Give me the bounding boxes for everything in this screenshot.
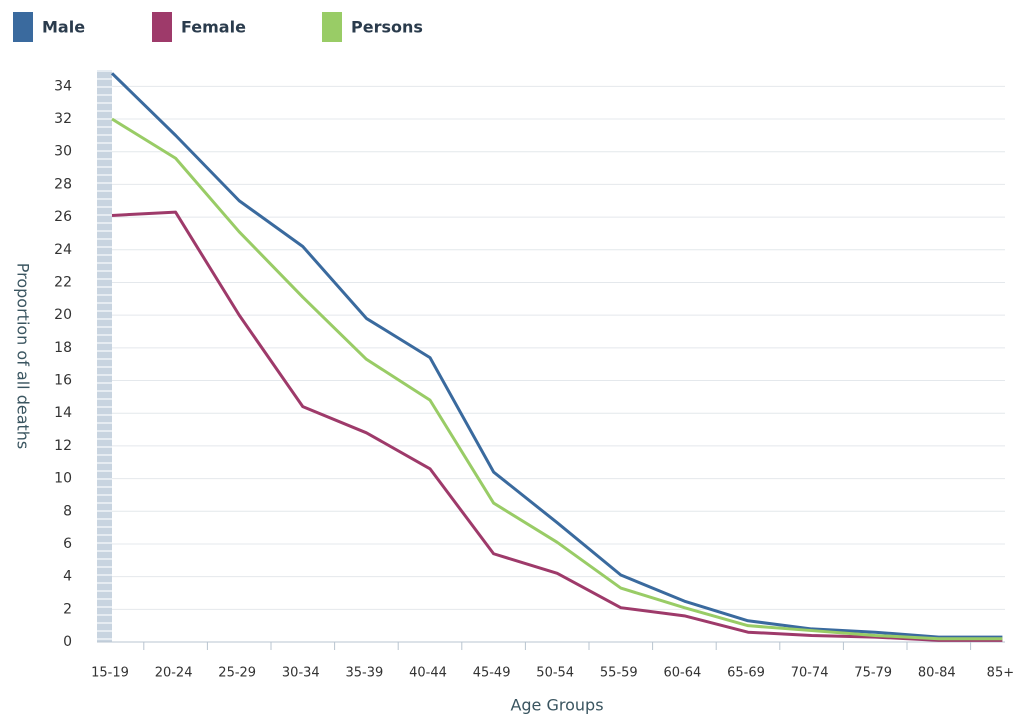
y-tick-label: 34 bbox=[54, 78, 72, 94]
y-tick-label: 8 bbox=[63, 503, 72, 519]
legend-swatch bbox=[13, 12, 33, 42]
x-tick-label: 40-44 bbox=[409, 666, 447, 681]
x-tick-label: 85+ bbox=[987, 666, 1014, 681]
legend-swatch bbox=[152, 12, 172, 42]
y-axis-title: Proportion of all deaths bbox=[14, 263, 33, 449]
legend-swatch bbox=[322, 12, 342, 42]
x-tick-label: 50-54 bbox=[536, 666, 574, 681]
x-tick-label: 45-49 bbox=[473, 666, 511, 681]
axis-band bbox=[97, 70, 112, 642]
x-tick-label: 15-19 bbox=[91, 666, 129, 681]
x-tick-label: 60-64 bbox=[664, 666, 702, 681]
y-tick-label: 20 bbox=[54, 307, 72, 323]
x-tick-label: 70-74 bbox=[791, 666, 829, 681]
x-tick-label: 65-69 bbox=[727, 666, 765, 681]
x-axis-title: Age Groups bbox=[510, 696, 603, 715]
y-tick-label: 10 bbox=[54, 471, 72, 487]
y-tick-label: 4 bbox=[63, 569, 72, 585]
x-tick-label: 75-79 bbox=[854, 666, 892, 681]
x-tick-label: 35-39 bbox=[346, 666, 384, 681]
y-tick-label: 32 bbox=[54, 111, 72, 127]
x-tick-label: 25-29 bbox=[218, 666, 256, 681]
y-tick-label: 14 bbox=[54, 405, 72, 421]
y-tick-label: 18 bbox=[54, 340, 72, 356]
y-tick-label: 6 bbox=[63, 536, 72, 552]
series-line bbox=[110, 72, 1003, 639]
y-tick-label: 2 bbox=[63, 601, 72, 617]
y-tick-label: 0 bbox=[63, 634, 72, 650]
y-tick-label: 12 bbox=[54, 438, 72, 454]
y-tick-label: 16 bbox=[54, 373, 72, 389]
y-tick-label: 30 bbox=[54, 144, 72, 160]
legend-label: Persons bbox=[351, 18, 423, 37]
series-line bbox=[111, 117, 1003, 641]
series-line bbox=[111, 210, 1003, 642]
x-tick-label: 80-84 bbox=[918, 666, 956, 681]
y-tick-label: 26 bbox=[54, 209, 72, 225]
y-tick-label: 24 bbox=[54, 242, 72, 258]
x-tick-label: 30-34 bbox=[282, 666, 320, 681]
y-tick-label: 28 bbox=[54, 176, 72, 192]
legend-label: Female bbox=[181, 18, 246, 37]
x-tick-label: 55-59 bbox=[600, 666, 638, 681]
legend-label: Male bbox=[42, 18, 85, 37]
x-tick-label: 20-24 bbox=[155, 666, 193, 681]
y-tick-label: 22 bbox=[54, 274, 72, 290]
